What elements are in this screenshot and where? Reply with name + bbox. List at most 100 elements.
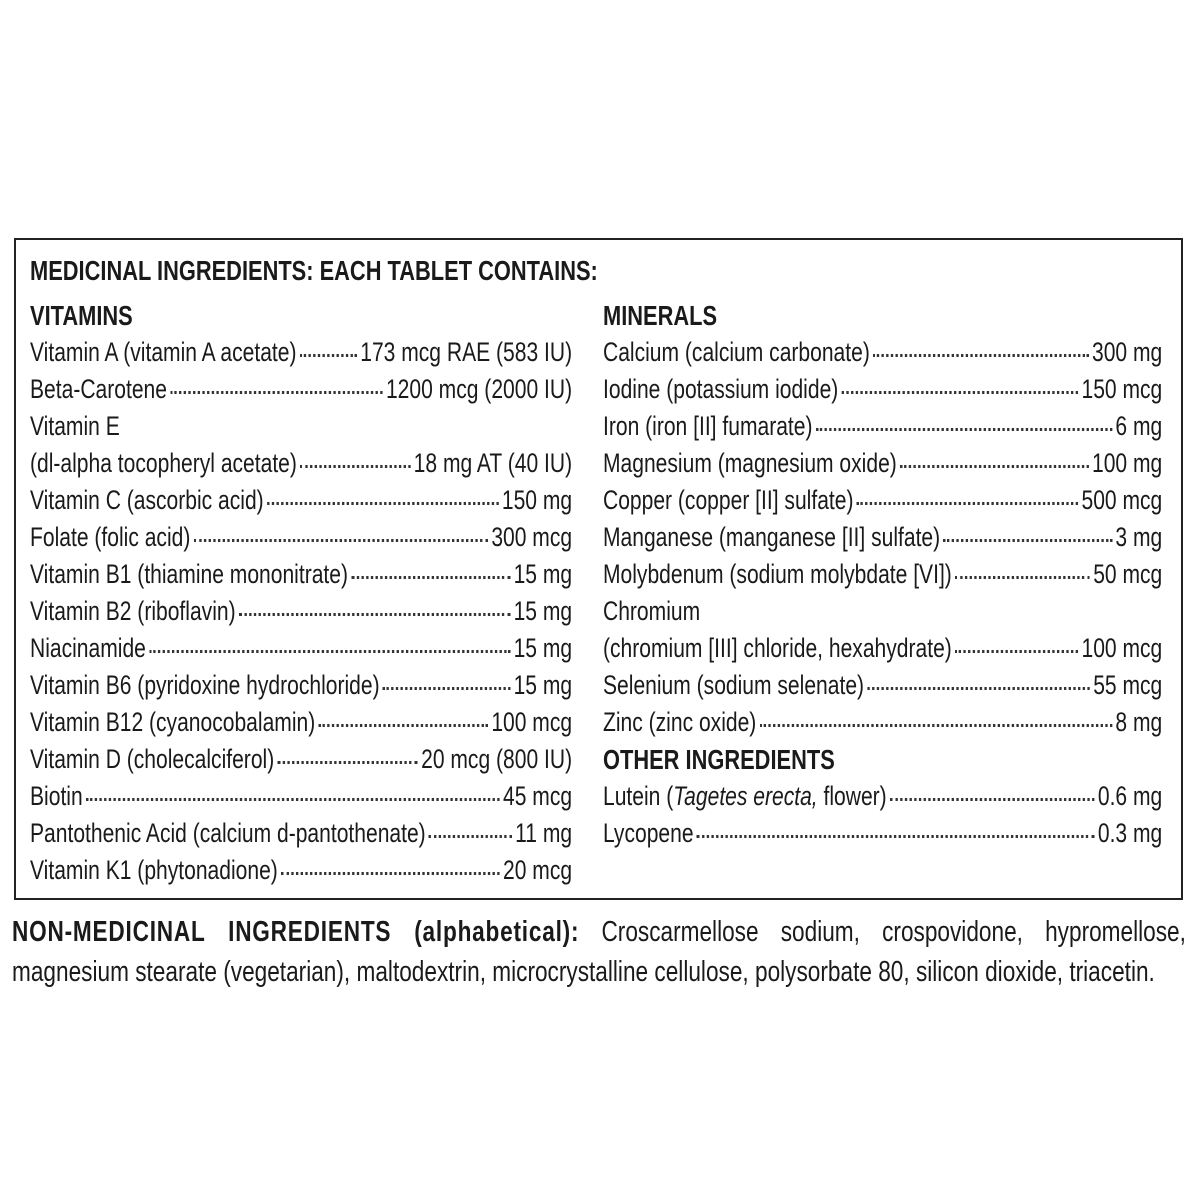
dot-leader [856, 502, 1079, 505]
dot-leader [300, 465, 411, 468]
ingredient-row: Vitamin D (cholecalciferol) 20 mcg (800 I… [30, 741, 572, 778]
dot-leader [428, 835, 513, 838]
ingredient-amount: 0.6 mg [1097, 781, 1163, 811]
ingredient-name: Vitamin B12 (cyanocobalamin) [30, 707, 316, 737]
ingredient-row: Vitamin K1 (phytonadione) 20 mcg [30, 852, 572, 889]
ingredient-name: Zinc (zinc oxide) [603, 707, 757, 737]
ingredient-row: (dl-alpha tocopheryl acetate) 18 mg AT (4… [30, 445, 572, 482]
ingredient-row: Iodine (potassium iodide) 150 mcg [603, 371, 1162, 408]
ingredient-name: Vitamin A (vitamin A acetate) [30, 337, 297, 367]
dot-leader [266, 502, 499, 505]
ingredient-name: Vitamin D (cholecalciferol) [30, 744, 275, 774]
ingredient-amount: 8 mg [1115, 707, 1163, 737]
ingredient-name: Folate (folic acid) [30, 522, 191, 552]
other-ingredients-heading: OTHER INGREDIENTS [603, 744, 835, 775]
ingredient-amount: 1200 mcg (2000 IU) [385, 374, 573, 404]
ingredient-amount: 100 mg [1092, 448, 1163, 478]
ingredient-amount: 15 mg [513, 596, 573, 626]
ingredient-amount: 45 mcg [503, 781, 573, 811]
ingredient-amount: 100 mcg [1081, 633, 1163, 663]
ingredient-row: Vitamin B6 (pyridoxine hydrochloride) 15 … [30, 667, 572, 704]
ingredient-row: Vitamin E [30, 408, 572, 445]
ingredient-row: Calcium (calcium carbonate) 300 mg [603, 334, 1162, 371]
medicinal-ingredients-box [14, 238, 1183, 900]
ingredient-name: Selenium (sodium selenate) [603, 670, 865, 700]
ingredient-name: Vitamin C (ascorbic acid) [30, 485, 264, 515]
ingredient-row: Vitamin B2 (riboflavin) 15 mg [30, 593, 572, 630]
ingredient-amount: 15 mg [513, 559, 573, 589]
dot-leader [280, 872, 500, 875]
ingredient-row: Vitamin A (vitamin A acetate) 173 mcg RAE… [30, 334, 572, 371]
ingredient-amount: 300 mcg [491, 522, 573, 552]
ingredient-name: Manganese (manganese [II] sulfate) [603, 522, 941, 552]
non-medicinal-text: Croscarmellose sodium, crospovidone, hyp… [12, 916, 1186, 988]
dot-leader [759, 724, 1113, 727]
ingredient-name: (chromium [III] chloride, hexahydrate) [603, 633, 952, 663]
ingredient-name: Vitamin K1 (phytonadione) [30, 855, 278, 885]
ingredient-amount: 11 mg [515, 818, 573, 848]
ingredient-amount: 150 mg [501, 485, 573, 515]
minerals-column: MINERALS Calcium (calcium carbonate) 300 … [603, 297, 1162, 852]
dot-leader [170, 391, 383, 394]
dot-leader [867, 687, 1091, 690]
ingredient-row-lutein: Lutein (Tagetes erecta, flower) 0.6 mg [603, 778, 1162, 815]
ingredient-name: Calcium (calcium carbonate) [603, 337, 870, 367]
dot-leader [85, 798, 500, 801]
ingredient-row: Iron (iron [II] fumarate) 6 mg [603, 408, 1162, 445]
dot-leader [149, 650, 511, 653]
ingredient-amount: 3 mg [1115, 522, 1163, 552]
ingredient-row: Molybdenum (sodium molybdate [VI]) 50 mcg [603, 556, 1162, 593]
vitamins-heading: VITAMINS [30, 300, 133, 331]
ingredient-row: Chromium [603, 593, 1162, 630]
ingredient-amount: 6 mg [1115, 411, 1163, 441]
ingredient-name: Magnesium (magnesium oxide) [603, 448, 897, 478]
dot-leader [351, 576, 511, 579]
ingredient-name: Iodine (potassium iodide) [603, 374, 839, 404]
ingredient-name: Biotin [30, 781, 83, 811]
ingredient-row: Selenium (sodium selenate) 55 mcg [603, 667, 1162, 704]
dot-leader [193, 539, 489, 542]
ingredient-name: Vitamin B2 (riboflavin) [30, 596, 236, 626]
ingredient-name: Vitamin B6 (pyridoxine hydrochloride) [30, 670, 380, 700]
ingredient-name: Vitamin B1 (thiamine mononitrate) [30, 559, 349, 589]
ingredient-amount: 15 mg [513, 633, 573, 663]
ingredient-amount: 0.3 mg [1097, 818, 1163, 848]
ingredient-amount: 100 mcg [491, 707, 573, 737]
ingredient-name: Beta-Carotene [30, 374, 167, 404]
ingredient-name: Niacinamide [30, 633, 146, 663]
ingredient-amount: 500 mcg [1081, 485, 1163, 515]
ingredient-row: Copper (copper [II] sulfate) 500 mcg [603, 482, 1162, 519]
ingredient-row: Beta-Carotene 1200 mcg (2000 IU) [30, 371, 572, 408]
ingredient-amount: 18 mg AT (40 IU) [413, 448, 573, 478]
ingredient-row: Niacinamide 15 mg [30, 630, 572, 667]
non-medicinal-heading: NON-MEDICINAL INGREDIENTS (alphabetical)… [12, 916, 580, 948]
ingredient-row: Biotin 45 mcg [30, 778, 572, 815]
ingredient-row: Pantothenic Acid (calcium d-pantothenate… [30, 815, 572, 852]
ingredient-row: Manganese (manganese [II] sulfate) 3 mg [603, 519, 1162, 556]
ingredient-row: Vitamin B12 (cyanocobalamin) 100 mcg [30, 704, 572, 741]
dot-leader [815, 428, 1113, 431]
ingredient-amount: 15 mg [513, 670, 573, 700]
dot-leader [872, 354, 1089, 357]
dot-leader [889, 798, 1095, 801]
dot-leader [277, 761, 418, 764]
ingredient-amount: 20 mcg (800 IU) [421, 744, 573, 774]
dot-leader [899, 465, 1089, 468]
ingredient-name: Iron (iron [II] fumarate) [603, 411, 813, 441]
ingredient-row: Vitamin C (ascorbic acid) 150 mg [30, 482, 572, 519]
dot-leader [318, 724, 489, 727]
ingredient-row: Zinc (zinc oxide) 8 mg [603, 704, 1162, 741]
dot-leader [299, 354, 358, 357]
ingredient-row: Magnesium (magnesium oxide) 100 mg [603, 445, 1162, 482]
dot-leader [696, 835, 1095, 838]
ingredient-amount: 150 mcg [1081, 374, 1163, 404]
non-medicinal-ingredients: NON-MEDICINAL INGREDIENTS (alphabetical)… [12, 912, 1186, 992]
dot-leader [841, 391, 1079, 394]
ingredient-name: Pantothenic Acid (calcium d-pantothenate… [30, 818, 426, 848]
ingredient-amount: 300 mg [1092, 337, 1163, 367]
ingredient-amount: 20 mcg [503, 855, 573, 885]
ingredient-amount: 173 mcg RAE (583 IU) [360, 337, 573, 367]
ingredient-row-lycopene: Lycopene 0.3 mg [603, 815, 1162, 852]
ingredient-name: Molybdenum (sodium molybdate [VI]) [603, 559, 952, 589]
ingredient-name: (dl-alpha tocopheryl acetate) [30, 448, 297, 478]
